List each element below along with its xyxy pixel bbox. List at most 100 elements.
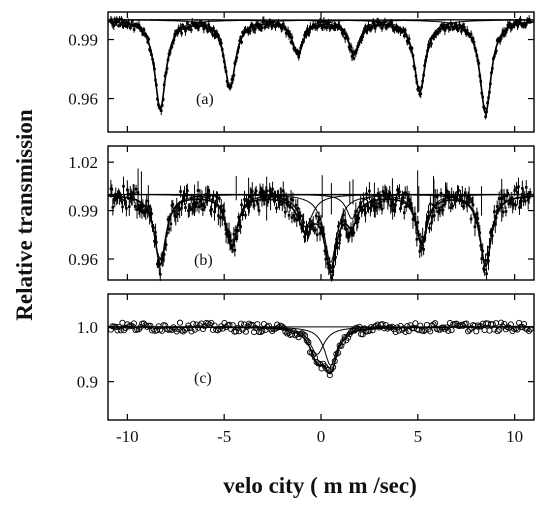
data-point (256, 202, 260, 206)
data-point (501, 210, 505, 214)
data-point (313, 228, 317, 232)
y-tick-label: 0.96 (68, 250, 98, 269)
data-point (253, 27, 257, 31)
data-point (396, 188, 399, 192)
data-point (123, 198, 126, 202)
data-point (142, 28, 146, 31)
data-point (439, 192, 443, 195)
panel-2: 1.02 0.99 0.96 (b) (68, 145, 535, 282)
x-tick-label: 0 (317, 427, 326, 446)
data-point (274, 25, 277, 29)
data-point (241, 213, 244, 217)
data-point (284, 197, 288, 201)
data-point (123, 20, 126, 23)
data-point (139, 27, 143, 30)
data-point (184, 29, 187, 33)
data-point (462, 205, 465, 208)
data-point (336, 246, 339, 249)
data-point (331, 269, 334, 273)
data-point (212, 27, 215, 30)
data-point (434, 206, 438, 209)
data-point (431, 215, 434, 218)
data-point (430, 221, 433, 225)
data-point (393, 28, 396, 31)
data-point (339, 233, 342, 237)
y-tick-label: 0.99 (68, 202, 98, 221)
data-point (264, 192, 268, 196)
data-point (393, 208, 396, 212)
data-point (141, 33, 145, 36)
data-point (291, 198, 295, 202)
data-point (121, 205, 124, 209)
data-point (124, 24, 127, 28)
data-point (524, 23, 528, 26)
data-point (379, 22, 383, 25)
x-tick-label: -5 (217, 427, 231, 446)
data-point (425, 220, 428, 224)
data-point (195, 201, 199, 205)
data-point (134, 187, 138, 191)
data-point (388, 191, 392, 195)
data-point (267, 197, 271, 200)
data-point (517, 185, 520, 189)
data-point (125, 207, 128, 210)
fit-curve (107, 195, 534, 270)
data-point (307, 234, 310, 237)
y-tick-label: 0.9 (77, 373, 98, 392)
data-point (525, 327, 533, 335)
data-point (404, 205, 408, 209)
data-point (295, 218, 299, 222)
data-point (429, 202, 432, 206)
data-point (197, 205, 201, 209)
data-point (317, 218, 321, 222)
data-point (450, 23, 454, 26)
x-tick-label: -10 (116, 427, 139, 446)
data-point (332, 265, 335, 268)
data-point (203, 205, 207, 209)
data-point (117, 24, 120, 28)
panel-frame (107, 11, 535, 133)
data-point (501, 29, 505, 32)
data-point (341, 220, 344, 223)
data-point (344, 228, 348, 231)
data-point (512, 202, 515, 206)
data-point (377, 202, 381, 205)
subspectrum-7 (108, 194, 534, 267)
data-point (181, 23, 184, 27)
data-point (418, 250, 422, 253)
data-point (360, 38, 363, 41)
data-point (391, 209, 394, 212)
data-point (504, 31, 508, 34)
data-point (235, 237, 239, 240)
data-point (355, 221, 359, 224)
data-point (466, 196, 470, 199)
data-point (219, 325, 226, 332)
data-point (391, 26, 394, 29)
data-point (258, 191, 262, 194)
data-point (519, 201, 522, 204)
data-point (493, 210, 496, 214)
data-point (176, 319, 184, 326)
data-point (114, 21, 118, 25)
data-point (198, 194, 202, 198)
data-point (401, 196, 405, 200)
data-point (277, 197, 280, 201)
data-point (250, 23, 254, 26)
data-point (162, 322, 169, 329)
data-points (109, 15, 532, 120)
data-point (119, 23, 122, 27)
data-point (342, 223, 346, 227)
data-point (252, 204, 256, 207)
data-point (237, 215, 241, 219)
data-point (286, 200, 290, 204)
data-point (446, 319, 454, 327)
data-point (465, 328, 472, 335)
data-point (112, 24, 116, 27)
data-point (189, 28, 193, 32)
data-point (520, 199, 523, 203)
x-axis-title: velo city ( m m /sec) (223, 473, 417, 498)
data-point (263, 196, 267, 200)
data-point (315, 26, 319, 30)
data-point (389, 23, 393, 26)
data-point (307, 33, 310, 36)
